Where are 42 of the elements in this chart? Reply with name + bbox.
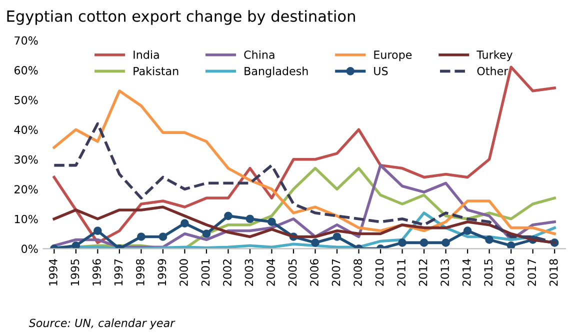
x-tick-label: 2013 (440, 259, 450, 286)
x-tick-label: 2007 (332, 259, 340, 286)
x-tick-label: 2003 (244, 259, 254, 286)
x-tick-label: 2000 (180, 259, 188, 286)
x-tick-label: 1996 (92, 259, 101, 286)
x-tick-label: 2011 (397, 259, 406, 286)
legend-label: China (244, 50, 274, 59)
x-tick-label: 1998 (136, 259, 144, 286)
y-tick-label: 40% (14, 126, 38, 134)
x-tick-label: 2005 (288, 259, 297, 286)
x-tick-label: 2018 (549, 259, 558, 286)
legend-label: US (374, 66, 388, 76)
x-tick-label: 1999 (158, 259, 166, 286)
y-tick-label: 50% (14, 96, 38, 104)
x-tick-label: 2006 (310, 259, 318, 286)
source-note: Source: UN, calendar year (28, 318, 176, 330)
x-tick-label: 2016 (506, 259, 514, 286)
y-tick-label: 10% (14, 214, 38, 224)
legend-label: Turkey (476, 50, 512, 62)
x-tick-label: 2012 (418, 259, 428, 286)
legend-label: Europe (374, 50, 412, 62)
y-tick-label: 30% (14, 155, 38, 164)
legend-label: India (134, 50, 159, 59)
x-tick-label: 1995 (70, 259, 80, 286)
x-tick-label: 2010 (375, 259, 384, 286)
chart-title: Egyptian cotton export change by destination (7, 10, 355, 25)
x-tick-label: 1997 (114, 259, 123, 286)
x-tick-label: 2017 (528, 259, 536, 286)
x-tick-label: 2004 (266, 258, 275, 286)
x-tick-label: 2014 (462, 258, 471, 286)
legend-label: Pakistan (134, 66, 178, 76)
x-tick-label: 2015 (484, 259, 493, 286)
y-tick-label: 0% (22, 244, 38, 254)
x-tick-label: 2002 (223, 259, 232, 286)
x-tick-label: 2008 (354, 259, 362, 286)
x-tick-label: 1994 (48, 258, 58, 286)
y-tick-label: 70% (14, 36, 38, 45)
y-tick-label: 60% (14, 66, 38, 74)
y-tick-label: 20% (14, 185, 38, 194)
legend-label: Other (477, 66, 508, 76)
legend-label: Bangladesh (244, 66, 308, 78)
x-tick-label: 2001 (201, 259, 210, 286)
